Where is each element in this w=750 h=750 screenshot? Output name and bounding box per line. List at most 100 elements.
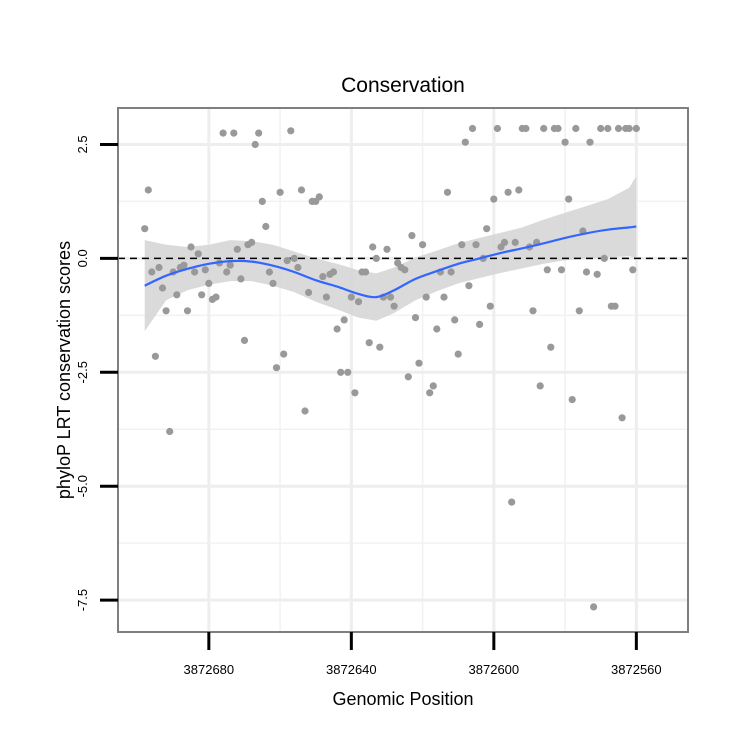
data-point [372,254,380,262]
panel-frame-group [117,107,689,633]
data-point [565,195,573,203]
grid [118,108,688,632]
data-point [166,427,174,436]
data-point [426,389,434,397]
data-point [233,245,241,253]
data-point [201,266,209,274]
data-point [230,129,238,137]
data-point [344,368,352,376]
data-point [151,352,159,360]
data-point [493,124,501,133]
data-point [173,291,181,299]
data-point [297,186,306,194]
data-point [383,245,391,253]
data-point [586,138,594,146]
data-point [287,127,295,135]
data-point [340,316,348,324]
data-point [283,257,291,265]
data-point [141,225,149,233]
data-point [333,325,341,333]
smooth-trend-line [144,225,637,299]
smooth-line-group [144,225,637,299]
data-point [561,138,569,146]
data-point [543,266,551,274]
x-axis: 3872680 3872640 3872600 3872560 [184,632,662,677]
data-point [265,268,273,276]
y-tick-label: -5.0 [75,475,90,497]
data-point [205,279,213,287]
data-point [237,275,245,283]
data-point [369,243,377,251]
data-point [347,293,355,301]
y-tick-label: 2.5 [75,135,90,153]
data-point [454,350,462,358]
panel-border [117,107,689,633]
x-tick-label: 3872680 [184,662,235,677]
data-point [465,282,473,290]
data-point [301,407,309,415]
data-point [319,273,327,281]
data-point [415,359,423,367]
data-point [329,268,338,276]
data-point [226,261,234,269]
data-point [411,314,420,322]
data-point [604,124,612,133]
data-point [486,302,494,310]
data-point [522,124,530,133]
data-point [511,238,519,246]
data-point [451,316,459,324]
data-point [290,254,298,262]
data-point [490,195,498,203]
data-point [362,268,370,276]
data-point [575,307,583,315]
data-point [294,263,302,272]
data-point [158,284,167,292]
data-point [315,193,323,201]
data-point [419,241,427,249]
data-point [322,293,330,301]
data-point [429,382,437,390]
data-point [554,124,562,133]
y-axis-title: phyloP LRT conservation scores [54,241,74,499]
data-point [540,124,548,133]
confidence-band-area [144,176,637,332]
data-point [582,268,591,276]
data-point [625,124,633,133]
data-point [240,336,249,344]
chart-title: Conservation [341,74,465,97]
data-point [212,293,220,301]
data-point [401,266,409,274]
data-point [223,268,231,276]
x-tick-label: 3872560 [611,662,662,677]
data-point [155,263,163,272]
x-tick-label: 3872640 [326,662,377,677]
data-point [365,339,373,347]
x-axis-title: Genomic Position [332,689,473,709]
data-point [483,225,491,233]
data-point [472,241,480,249]
data-point [447,268,455,276]
data-point [433,325,441,333]
data-point [258,197,266,205]
data-point [590,603,598,611]
data-point [515,186,523,194]
data-point [504,188,512,196]
data-point [251,140,259,149]
data-point [422,293,430,301]
data-point [618,414,626,422]
data-point [461,138,469,146]
y-axis: 2.5 0.0 -2.5 -5.0 -7.5 [75,135,118,611]
data-point [611,302,619,310]
data-point [568,396,576,404]
y-tick-label: 0.0 [75,249,90,267]
y-tick-label: -7.5 [75,589,90,611]
data-point [144,186,152,194]
data-point [476,320,484,328]
data-point [629,266,637,274]
data-point [440,293,448,301]
data-point [351,389,359,397]
data-point [404,373,412,381]
data-point [632,124,640,133]
data-point [529,307,537,315]
